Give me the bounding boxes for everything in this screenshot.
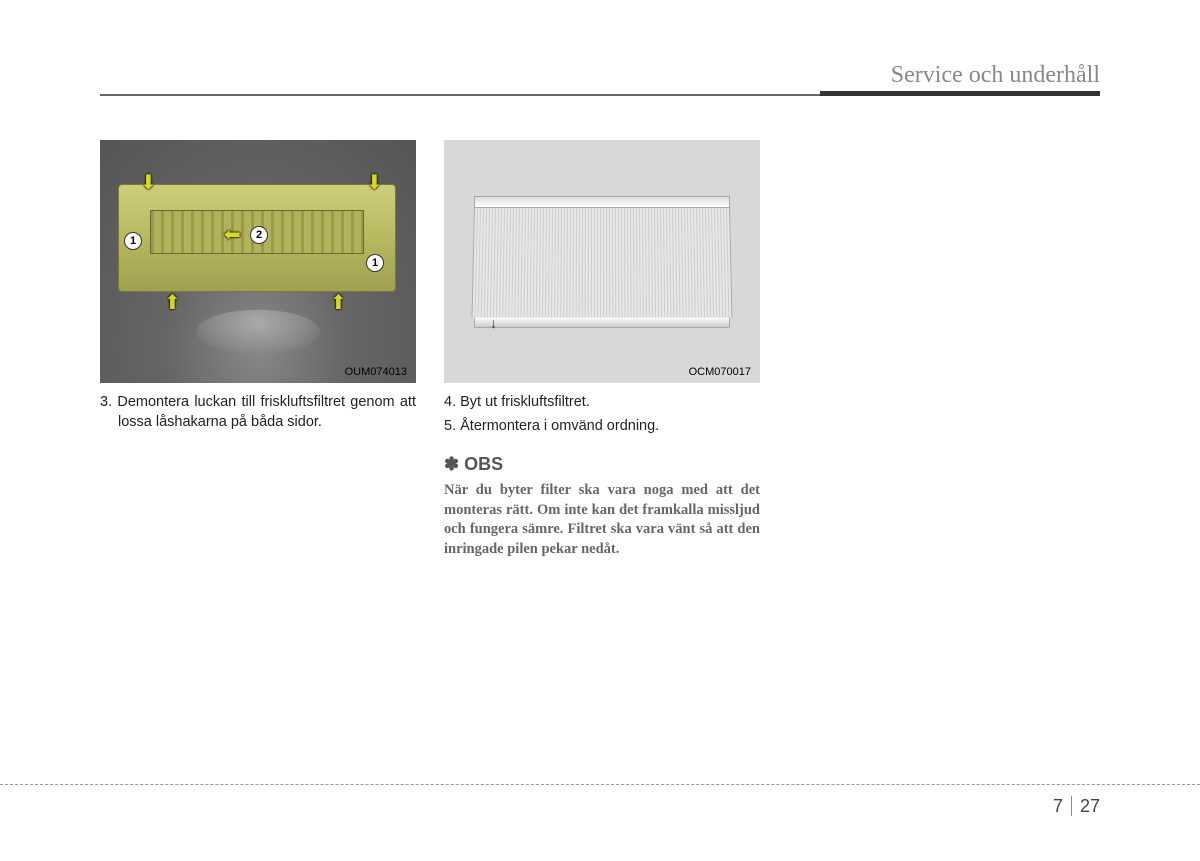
blower-housing — [196, 310, 320, 354]
page-num: 27 — [1080, 796, 1100, 816]
figure-id-label: OUM074013 — [342, 365, 410, 379]
content-area: ⬇ ⬇ ⬅ ⬆ ⬆ 1 2 1 OUM074013 3. Demontera l… — [100, 140, 760, 559]
step-3-text: 3. Demontera luckan till friskluftsfiltr… — [100, 393, 416, 432]
step-5-text: 5. Återmontera i omvänd ordning. — [444, 417, 760, 437]
arrow-left-icon: ⬅ — [224, 222, 241, 247]
airflow-arrow-icon: ↓ — [490, 315, 497, 331]
filter-bottom-edge — [474, 316, 730, 328]
callout-1: 1 — [124, 232, 142, 250]
left-column: ⬇ ⬇ ⬅ ⬆ ⬆ 1 2 1 OUM074013 3. Demontera l… — [100, 140, 416, 559]
filter-pleats — [472, 208, 733, 317]
arrow-up-icon: ⬆ — [330, 290, 347, 315]
arrow-down-icon: ⬇ — [140, 170, 157, 195]
obs-body-text: När du byter filter ska vara noga med at… — [444, 481, 760, 559]
section-title: Service och underhåll — [891, 62, 1100, 89]
figure-cabin-filter: ↓ OCM070017 — [444, 140, 760, 383]
right-column: ↓ OCM070017 4. Byt ut friskluftsfiltret.… — [444, 140, 760, 559]
filter-top-edge — [474, 196, 730, 208]
step-4-text: 4. Byt ut friskluftsfiltret. — [444, 393, 760, 413]
obs-marker-icon: ✽ — [444, 454, 464, 474]
figure-filter-cover: ⬇ ⬇ ⬅ ⬆ ⬆ 1 2 1 OUM074013 — [100, 140, 416, 383]
obs-heading: ✽ OBS — [444, 454, 760, 475]
footer-rule — [0, 784, 1200, 785]
arrow-up-icon: ⬆ — [164, 290, 181, 315]
figure1-background: ⬇ ⬇ ⬅ ⬆ ⬆ 1 2 1 — [100, 140, 416, 383]
callout-2: 2 — [250, 226, 268, 244]
cabin-filter-illustration — [474, 196, 730, 328]
figure-id-label: OCM070017 — [686, 365, 754, 379]
arrow-down-icon: ⬇ — [366, 170, 383, 195]
callout-1b: 1 — [366, 254, 384, 272]
header-rule-thick — [820, 91, 1100, 96]
figure2-background: ↓ — [444, 140, 760, 383]
obs-heading-text: OBS — [464, 454, 503, 474]
chapter-number: 7 — [1053, 796, 1072, 816]
page-number: 7 27 — [1053, 796, 1100, 817]
